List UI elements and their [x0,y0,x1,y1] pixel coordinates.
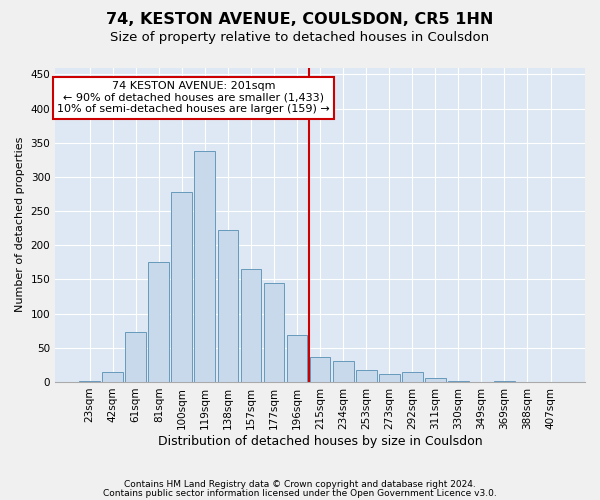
Bar [125,332,146,382]
Bar [194,151,215,382]
Bar [287,335,307,382]
Bar [356,370,377,382]
Text: Contains public sector information licensed under the Open Government Licence v3: Contains public sector information licen… [103,489,497,498]
Bar [425,378,446,382]
Bar [218,230,238,382]
Bar [310,358,331,382]
Bar [241,269,262,382]
Text: Contains HM Land Registry data © Crown copyright and database right 2024.: Contains HM Land Registry data © Crown c… [124,480,476,489]
Bar [79,380,100,382]
Bar [172,192,192,382]
Text: Size of property relative to detached houses in Coulsdon: Size of property relative to detached ho… [110,31,490,44]
Bar [379,374,400,382]
Bar [102,372,123,382]
Bar [333,362,353,382]
Bar [148,262,169,382]
Y-axis label: Number of detached properties: Number of detached properties [15,137,25,312]
Bar [263,283,284,382]
Bar [402,372,422,382]
Text: 74, KESTON AVENUE, COULSDON, CR5 1HN: 74, KESTON AVENUE, COULSDON, CR5 1HN [106,12,494,28]
Text: 74 KESTON AVENUE: 201sqm
← 90% of detached houses are smaller (1,433)
10% of sem: 74 KESTON AVENUE: 201sqm ← 90% of detach… [57,81,330,114]
X-axis label: Distribution of detached houses by size in Coulsdon: Distribution of detached houses by size … [158,434,482,448]
